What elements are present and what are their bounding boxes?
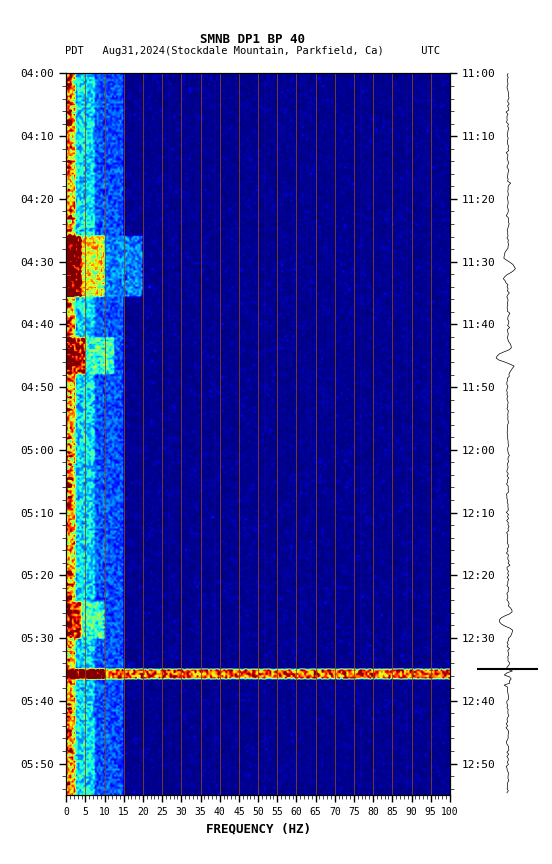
X-axis label: FREQUENCY (HZ): FREQUENCY (HZ) bbox=[205, 823, 311, 835]
Text: SMNB DP1 BP 40: SMNB DP1 BP 40 bbox=[200, 33, 305, 46]
Text: PDT   Aug31,2024(Stockdale Mountain, Parkfield, Ca)      UTC: PDT Aug31,2024(Stockdale Mountain, Parkf… bbox=[65, 46, 440, 56]
